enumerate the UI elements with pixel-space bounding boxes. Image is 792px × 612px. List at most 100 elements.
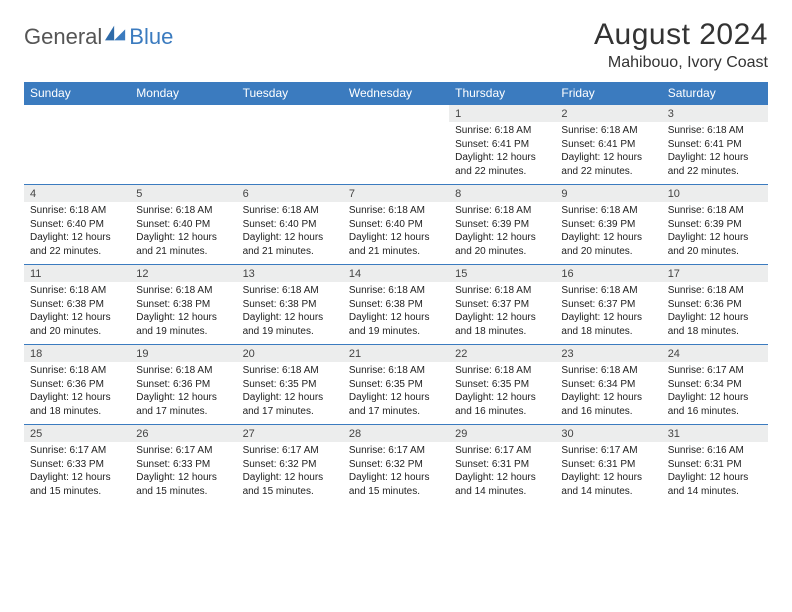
day-details: Sunrise: 6:17 AMSunset: 6:33 PMDaylight:… bbox=[24, 442, 130, 504]
day-details: Sunrise: 6:18 AMSunset: 6:34 PMDaylight:… bbox=[555, 362, 661, 424]
day-number: 19 bbox=[130, 345, 236, 362]
day-number: 9 bbox=[555, 185, 661, 202]
calendar-cell: 24Sunrise: 6:17 AMSunset: 6:34 PMDayligh… bbox=[662, 345, 768, 425]
calendar-cell bbox=[24, 105, 130, 185]
day-details: Sunrise: 6:18 AMSunset: 6:35 PMDaylight:… bbox=[343, 362, 449, 424]
brand-mark-icon bbox=[105, 25, 127, 41]
day-details: Sunrise: 6:18 AMSunset: 6:38 PMDaylight:… bbox=[237, 282, 343, 344]
day-details: Sunrise: 6:18 AMSunset: 6:41 PMDaylight:… bbox=[555, 122, 661, 184]
day-header: Tuesday bbox=[237, 82, 343, 105]
day-number: 17 bbox=[662, 265, 768, 282]
calendar-cell: 12Sunrise: 6:18 AMSunset: 6:38 PMDayligh… bbox=[130, 265, 236, 345]
calendar-cell: 28Sunrise: 6:17 AMSunset: 6:32 PMDayligh… bbox=[343, 425, 449, 505]
calendar-cell: 1Sunrise: 6:18 AMSunset: 6:41 PMDaylight… bbox=[449, 105, 555, 185]
brand-part2: Blue bbox=[129, 24, 173, 50]
day-details: Sunrise: 6:17 AMSunset: 6:31 PMDaylight:… bbox=[449, 442, 555, 504]
day-details: Sunrise: 6:18 AMSunset: 6:40 PMDaylight:… bbox=[24, 202, 130, 264]
calendar-cell: 22Sunrise: 6:18 AMSunset: 6:35 PMDayligh… bbox=[449, 345, 555, 425]
day-number: 2 bbox=[555, 105, 661, 122]
day-number: 13 bbox=[237, 265, 343, 282]
day-number: 14 bbox=[343, 265, 449, 282]
location: Mahibouo, Ivory Coast bbox=[594, 54, 768, 72]
day-details: Sunrise: 6:17 AMSunset: 6:32 PMDaylight:… bbox=[237, 442, 343, 504]
calendar-table: SundayMondayTuesdayWednesdayThursdayFrid… bbox=[24, 82, 768, 504]
day-number: 18 bbox=[24, 345, 130, 362]
calendar-cell: 8Sunrise: 6:18 AMSunset: 6:39 PMDaylight… bbox=[449, 185, 555, 265]
day-details: Sunrise: 6:18 AMSunset: 6:38 PMDaylight:… bbox=[24, 282, 130, 344]
calendar-cell: 29Sunrise: 6:17 AMSunset: 6:31 PMDayligh… bbox=[449, 425, 555, 505]
calendar-cell: 31Sunrise: 6:16 AMSunset: 6:31 PMDayligh… bbox=[662, 425, 768, 505]
calendar-cell: 4Sunrise: 6:18 AMSunset: 6:40 PMDaylight… bbox=[24, 185, 130, 265]
calendar-cell: 3Sunrise: 6:18 AMSunset: 6:41 PMDaylight… bbox=[662, 105, 768, 185]
day-number: 25 bbox=[24, 425, 130, 442]
day-details: Sunrise: 6:18 AMSunset: 6:39 PMDaylight:… bbox=[662, 202, 768, 264]
day-number: 10 bbox=[662, 185, 768, 202]
calendar-cell: 15Sunrise: 6:18 AMSunset: 6:37 PMDayligh… bbox=[449, 265, 555, 345]
day-number: 26 bbox=[130, 425, 236, 442]
day-number: 4 bbox=[24, 185, 130, 202]
day-number: 30 bbox=[555, 425, 661, 442]
day-number: 12 bbox=[130, 265, 236, 282]
day-number: 8 bbox=[449, 185, 555, 202]
calendar-week: 25Sunrise: 6:17 AMSunset: 6:33 PMDayligh… bbox=[24, 425, 768, 505]
day-number: 11 bbox=[24, 265, 130, 282]
calendar-cell: 20Sunrise: 6:18 AMSunset: 6:35 PMDayligh… bbox=[237, 345, 343, 425]
day-number: 29 bbox=[449, 425, 555, 442]
day-details: Sunrise: 6:18 AMSunset: 6:41 PMDaylight:… bbox=[449, 122, 555, 184]
day-details: Sunrise: 6:18 AMSunset: 6:40 PMDaylight:… bbox=[343, 202, 449, 264]
day-number: 24 bbox=[662, 345, 768, 362]
day-header: Saturday bbox=[662, 82, 768, 105]
calendar-cell: 17Sunrise: 6:18 AMSunset: 6:36 PMDayligh… bbox=[662, 265, 768, 345]
day-header: Wednesday bbox=[343, 82, 449, 105]
month-title: August 2024 bbox=[594, 18, 768, 52]
calendar-cell: 5Sunrise: 6:18 AMSunset: 6:40 PMDaylight… bbox=[130, 185, 236, 265]
calendar-cell: 18Sunrise: 6:18 AMSunset: 6:36 PMDayligh… bbox=[24, 345, 130, 425]
calendar-cell: 13Sunrise: 6:18 AMSunset: 6:38 PMDayligh… bbox=[237, 265, 343, 345]
calendar-week: 1Sunrise: 6:18 AMSunset: 6:41 PMDaylight… bbox=[24, 105, 768, 185]
day-details: Sunrise: 6:18 AMSunset: 6:37 PMDaylight:… bbox=[555, 282, 661, 344]
day-details: Sunrise: 6:18 AMSunset: 6:36 PMDaylight:… bbox=[130, 362, 236, 424]
calendar-cell: 6Sunrise: 6:18 AMSunset: 6:40 PMDaylight… bbox=[237, 185, 343, 265]
calendar-week: 4Sunrise: 6:18 AMSunset: 6:40 PMDaylight… bbox=[24, 185, 768, 265]
calendar-cell: 11Sunrise: 6:18 AMSunset: 6:38 PMDayligh… bbox=[24, 265, 130, 345]
calendar-cell: 26Sunrise: 6:17 AMSunset: 6:33 PMDayligh… bbox=[130, 425, 236, 505]
brand-part1: General bbox=[24, 24, 102, 50]
day-number: 22 bbox=[449, 345, 555, 362]
day-header: Thursday bbox=[449, 82, 555, 105]
calendar-cell: 10Sunrise: 6:18 AMSunset: 6:39 PMDayligh… bbox=[662, 185, 768, 265]
day-details: Sunrise: 6:17 AMSunset: 6:31 PMDaylight:… bbox=[555, 442, 661, 504]
calendar-cell bbox=[130, 105, 236, 185]
header: General Blue August 2024 Mahibouo, Ivory… bbox=[24, 18, 768, 72]
day-number: 5 bbox=[130, 185, 236, 202]
day-number: 31 bbox=[662, 425, 768, 442]
day-details: Sunrise: 6:17 AMSunset: 6:34 PMDaylight:… bbox=[662, 362, 768, 424]
day-number: 6 bbox=[237, 185, 343, 202]
calendar-cell: 25Sunrise: 6:17 AMSunset: 6:33 PMDayligh… bbox=[24, 425, 130, 505]
day-number: 23 bbox=[555, 345, 661, 362]
calendar-cell: 7Sunrise: 6:18 AMSunset: 6:40 PMDaylight… bbox=[343, 185, 449, 265]
calendar-cell: 2Sunrise: 6:18 AMSunset: 6:41 PMDaylight… bbox=[555, 105, 661, 185]
calendar-week: 18Sunrise: 6:18 AMSunset: 6:36 PMDayligh… bbox=[24, 345, 768, 425]
day-header: Friday bbox=[555, 82, 661, 105]
day-number: 27 bbox=[237, 425, 343, 442]
day-details: Sunrise: 6:18 AMSunset: 6:35 PMDaylight:… bbox=[449, 362, 555, 424]
day-details: Sunrise: 6:18 AMSunset: 6:41 PMDaylight:… bbox=[662, 122, 768, 184]
brand-logo: General Blue bbox=[24, 24, 173, 50]
day-number: 20 bbox=[237, 345, 343, 362]
day-number: 7 bbox=[343, 185, 449, 202]
day-details: Sunrise: 6:18 AMSunset: 6:37 PMDaylight:… bbox=[449, 282, 555, 344]
day-details: Sunrise: 6:18 AMSunset: 6:38 PMDaylight:… bbox=[130, 282, 236, 344]
day-details: Sunrise: 6:18 AMSunset: 6:36 PMDaylight:… bbox=[24, 362, 130, 424]
calendar-cell: 16Sunrise: 6:18 AMSunset: 6:37 PMDayligh… bbox=[555, 265, 661, 345]
calendar-cell: 14Sunrise: 6:18 AMSunset: 6:38 PMDayligh… bbox=[343, 265, 449, 345]
calendar-cell: 30Sunrise: 6:17 AMSunset: 6:31 PMDayligh… bbox=[555, 425, 661, 505]
calendar-cell bbox=[237, 105, 343, 185]
calendar-week: 11Sunrise: 6:18 AMSunset: 6:38 PMDayligh… bbox=[24, 265, 768, 345]
day-number: 1 bbox=[449, 105, 555, 122]
day-details: Sunrise: 6:16 AMSunset: 6:31 PMDaylight:… bbox=[662, 442, 768, 504]
calendar-body: 1Sunrise: 6:18 AMSunset: 6:41 PMDaylight… bbox=[24, 105, 768, 505]
day-details: Sunrise: 6:17 AMSunset: 6:33 PMDaylight:… bbox=[130, 442, 236, 504]
day-details: Sunrise: 6:18 AMSunset: 6:39 PMDaylight:… bbox=[449, 202, 555, 264]
calendar-cell: 9Sunrise: 6:18 AMSunset: 6:39 PMDaylight… bbox=[555, 185, 661, 265]
day-number: 16 bbox=[555, 265, 661, 282]
